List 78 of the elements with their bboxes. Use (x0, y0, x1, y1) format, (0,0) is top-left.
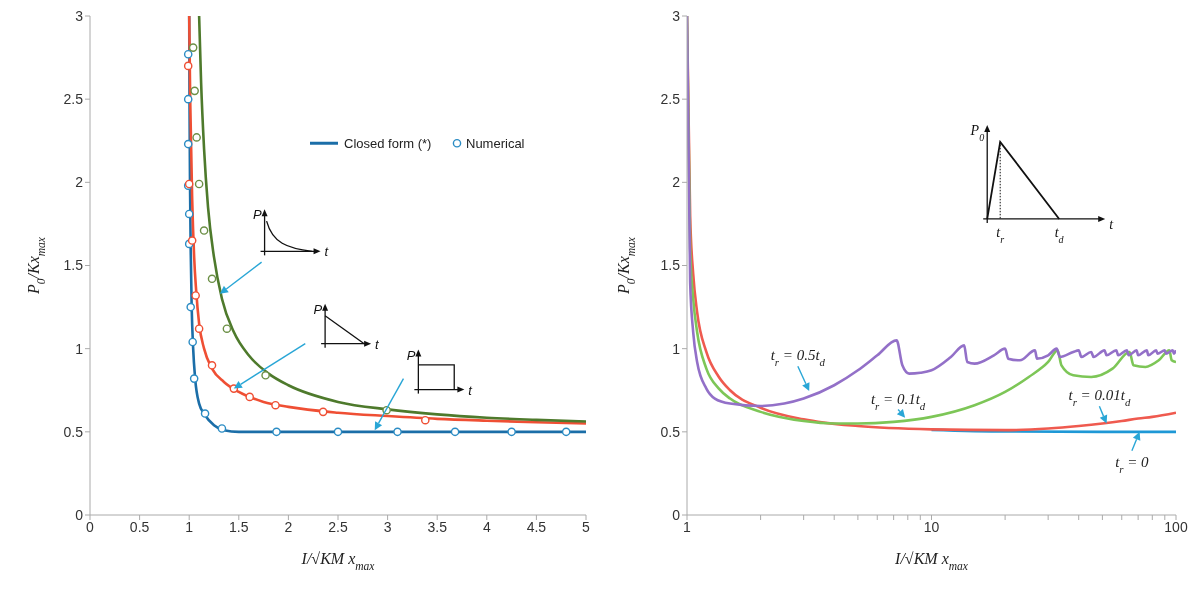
point (183, 61, 193, 71)
point (189, 374, 199, 383)
point (194, 179, 204, 189)
x-tick-label: 0.5 (129, 518, 150, 535)
x-tick-label: 1 (683, 518, 692, 535)
series-label: t$_{r}$ = 0.01t$_{d}$ (1068, 387, 1131, 409)
point (217, 424, 227, 433)
x-tick-label: 100 (1164, 518, 1188, 535)
point (245, 392, 255, 402)
point (333, 427, 343, 437)
x-tick-label: 0 (86, 518, 95, 535)
point (190, 86, 199, 96)
point (207, 361, 217, 370)
point (318, 407, 328, 417)
annotation: P (313, 301, 323, 317)
x-axis-title: I/√KM x$_{max}$ (894, 550, 969, 572)
point (507, 427, 516, 437)
point (183, 139, 193, 149)
point (199, 226, 209, 235)
y-tick-label: 0.5 (63, 423, 84, 440)
y-tick-label: 1.5 (63, 257, 84, 274)
annotation: t$_{r}$ (996, 224, 1005, 245)
y-tick-label: 0 (672, 506, 681, 523)
point (561, 427, 571, 437)
annotation: t (324, 244, 330, 260)
legend-label: Numerical (466, 136, 525, 152)
annotation: P (406, 347, 416, 363)
annotation: t (468, 382, 474, 398)
point (200, 409, 210, 418)
series-label: t$_{r}$ = 0.1t$_{d}$ (870, 390, 926, 412)
annotation: P$_{0}$ (969, 122, 985, 143)
x-tick-label: 3 (383, 518, 392, 535)
x-tick-label: 2 (284, 518, 293, 535)
point (272, 427, 281, 437)
y-tick-label: 2 (672, 174, 681, 191)
point (194, 324, 204, 334)
y-tick-label: 0.5 (660, 423, 681, 440)
point (183, 94, 193, 104)
x-tick-label: 5 (582, 518, 591, 535)
point (191, 291, 200, 300)
legend-label: Closed form (*) (344, 136, 432, 152)
legend-label: t$_{r}$ = 0 (1115, 453, 1150, 475)
annotation: P (252, 207, 262, 223)
point (207, 274, 217, 284)
y-tick-label: 2.5 (660, 91, 681, 108)
point (183, 49, 193, 59)
x-tick-label: 3.5 (427, 518, 448, 535)
y-tick-label: 3 (75, 7, 84, 24)
y-tick-label: 2 (75, 174, 84, 191)
x-tick-label: 4 (482, 518, 491, 535)
point (186, 302, 195, 312)
annotation: t (375, 336, 381, 352)
point (188, 43, 198, 52)
point (187, 236, 197, 245)
point (184, 209, 194, 219)
y-tick-label: 0 (75, 506, 84, 523)
point (450, 427, 460, 437)
y-tick-label: 1 (672, 340, 681, 357)
point (188, 337, 197, 347)
y-tick-label: 3 (672, 7, 681, 24)
point (222, 324, 232, 334)
annotation: t (1109, 216, 1115, 232)
point (271, 400, 280, 410)
x-tick-label: 10 (923, 518, 940, 535)
series-label: t$_{r}$ = 0.5t$_{d}$ (770, 347, 826, 369)
point (192, 133, 201, 142)
x-tick-label: 2.5 (328, 518, 348, 535)
x-axis-title: I/√KM x$_{max}$ (300, 550, 376, 572)
y-tick-label: 2.5 (63, 91, 84, 108)
x-tick-label: 1 (185, 518, 194, 535)
point (261, 370, 270, 380)
x-tick-label: 4.5 (526, 518, 547, 535)
annotation: t$_{d}$ (1054, 224, 1065, 245)
point (393, 427, 402, 437)
x-tick-label: 1.5 (229, 518, 249, 535)
y-tick-label: 1 (75, 340, 84, 357)
point (421, 415, 430, 425)
y-tick-label: 1.5 (660, 257, 681, 274)
